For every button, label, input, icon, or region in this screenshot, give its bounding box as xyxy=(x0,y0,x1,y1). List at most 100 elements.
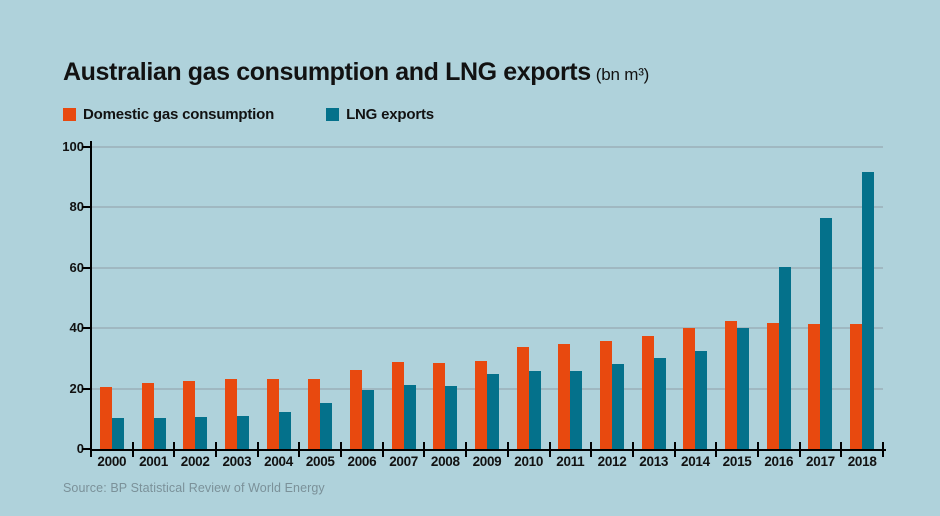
y-tick-label-0: 0 xyxy=(76,441,84,456)
bar-group-2001 xyxy=(133,148,175,449)
x-tick-label-2014: 2014 xyxy=(680,454,710,469)
y-tick-80 xyxy=(82,206,91,209)
bar-domestic-2006 xyxy=(349,370,362,449)
bar-lng-2016 xyxy=(778,266,791,449)
bar-lng-2007 xyxy=(403,385,416,449)
bar-lng-2008 xyxy=(445,385,458,449)
bar-domestic-2007 xyxy=(391,362,404,449)
y-axis-labels: 0 20 40 60 80 100 xyxy=(30,140,85,456)
bar-domestic-2018 xyxy=(850,323,863,449)
legend: Domestic gas consumption LNG exports xyxy=(63,106,434,123)
legend-item-domestic: Domestic gas consumption xyxy=(63,106,274,123)
bar-lng-2001 xyxy=(153,417,166,449)
x-tick-2 xyxy=(173,442,176,457)
x-tick-label-2017: 2017 xyxy=(806,454,835,469)
x-tick-9 xyxy=(465,442,468,457)
x-tick-11 xyxy=(548,442,551,457)
x-tick-19 xyxy=(882,442,884,457)
bar-domestic-2008 xyxy=(433,362,446,449)
y-tick-40 xyxy=(82,327,91,330)
bar-domestic-2015 xyxy=(725,321,738,449)
source-note: Source: BP Statistical Review of World E… xyxy=(63,481,325,495)
bar-lng-2018 xyxy=(862,171,875,449)
domestic-swatch-icon xyxy=(63,107,76,121)
bar-domestic-2009 xyxy=(474,361,487,449)
x-axis-labels: 2000 2001 2002 2003 2004 2005 2006 2007 2008 2009… xyxy=(91,454,883,472)
x-tick-label-2007: 2007 xyxy=(389,454,419,469)
bar-lng-2015 xyxy=(737,328,750,449)
x-tick-18 xyxy=(840,442,843,457)
y-axis-line xyxy=(90,141,92,457)
bar-group-2007 xyxy=(383,148,425,449)
x-tick-label-2006: 2006 xyxy=(347,454,377,469)
bar-group-2011 xyxy=(550,148,592,449)
x-tick-label-2008: 2008 xyxy=(430,454,460,469)
plot-area xyxy=(82,141,886,457)
bar-domestic-2013 xyxy=(641,336,654,449)
x-tick-label-2002: 2002 xyxy=(180,454,210,469)
bar-group-2005 xyxy=(299,148,341,449)
x-tick-label-2012: 2012 xyxy=(597,454,627,469)
bar-lng-2012 xyxy=(612,363,625,449)
bar-domestic-2011 xyxy=(558,343,571,449)
x-axis-line xyxy=(90,449,886,451)
x-tick-label-2000: 2000 xyxy=(97,454,127,469)
y-tick-label-20: 20 xyxy=(69,380,84,396)
bar-group-2003 xyxy=(216,148,258,449)
x-tick-15 xyxy=(715,442,718,457)
bar-lng-2002 xyxy=(195,417,208,449)
bar-lng-2004 xyxy=(278,411,291,449)
x-tick-3 xyxy=(215,442,218,457)
x-tick-16 xyxy=(756,442,759,457)
y-tick-label-60: 60 xyxy=(69,259,84,275)
chart-title-unit: (bn m³) xyxy=(595,65,650,84)
x-tick-label-2003: 2003 xyxy=(222,454,252,469)
x-tick-label-2001: 2001 xyxy=(139,454,168,469)
bar-domestic-2003 xyxy=(224,379,237,449)
bar-domestic-2002 xyxy=(183,380,196,449)
x-tick-label-2005: 2005 xyxy=(305,454,335,469)
y-tick-0 xyxy=(82,448,91,450)
bar-group-2009 xyxy=(466,148,508,449)
x-tick-5 xyxy=(298,442,301,457)
bar-domestic-2014 xyxy=(683,328,696,449)
bar-lng-2017 xyxy=(820,217,833,449)
bar-domestic-2016 xyxy=(766,323,779,449)
bar-group-2006 xyxy=(341,148,383,449)
gridline-100 xyxy=(92,146,883,148)
chart-title: Australian gas consumption and LNG expor… xyxy=(63,58,649,87)
x-tick-label-2013: 2013 xyxy=(639,454,669,469)
bar-group-2017 xyxy=(800,148,842,449)
x-tick-13 xyxy=(631,442,634,457)
x-tick-label-2010: 2010 xyxy=(514,454,544,469)
x-tick-8 xyxy=(423,442,426,457)
x-tick-1 xyxy=(131,442,134,457)
y-tick-100 xyxy=(82,146,91,148)
x-tick-4 xyxy=(256,442,259,457)
bar-lng-2013 xyxy=(653,358,666,449)
bar-group-2018 xyxy=(841,148,883,449)
bar-group-2010 xyxy=(508,148,550,449)
bar-lng-2014 xyxy=(695,351,708,449)
bar-domestic-2010 xyxy=(516,346,529,449)
gridline-60 xyxy=(92,266,883,269)
bar-group-2000 xyxy=(91,148,133,449)
bar-group-2004 xyxy=(258,148,300,449)
gridline-80 xyxy=(92,206,883,209)
x-tick-label-2016: 2016 xyxy=(764,454,794,469)
bar-domestic-2017 xyxy=(808,324,821,449)
bar-lng-2000 xyxy=(111,417,124,449)
x-tick-17 xyxy=(798,442,801,457)
gridline-40 xyxy=(92,327,883,330)
bar-group-2015 xyxy=(716,148,758,449)
bar-lng-2011 xyxy=(570,370,583,449)
x-tick-label-2018: 2018 xyxy=(847,454,877,469)
x-tick-label-2009: 2009 xyxy=(472,454,502,469)
y-tick-label-40: 40 xyxy=(69,320,84,336)
bar-domestic-2001 xyxy=(141,382,154,449)
x-tick-label-2015: 2015 xyxy=(722,454,752,469)
x-tick-label-2004: 2004 xyxy=(264,454,293,469)
bar-lng-2006 xyxy=(361,390,374,449)
bar-lng-2003 xyxy=(236,416,249,449)
